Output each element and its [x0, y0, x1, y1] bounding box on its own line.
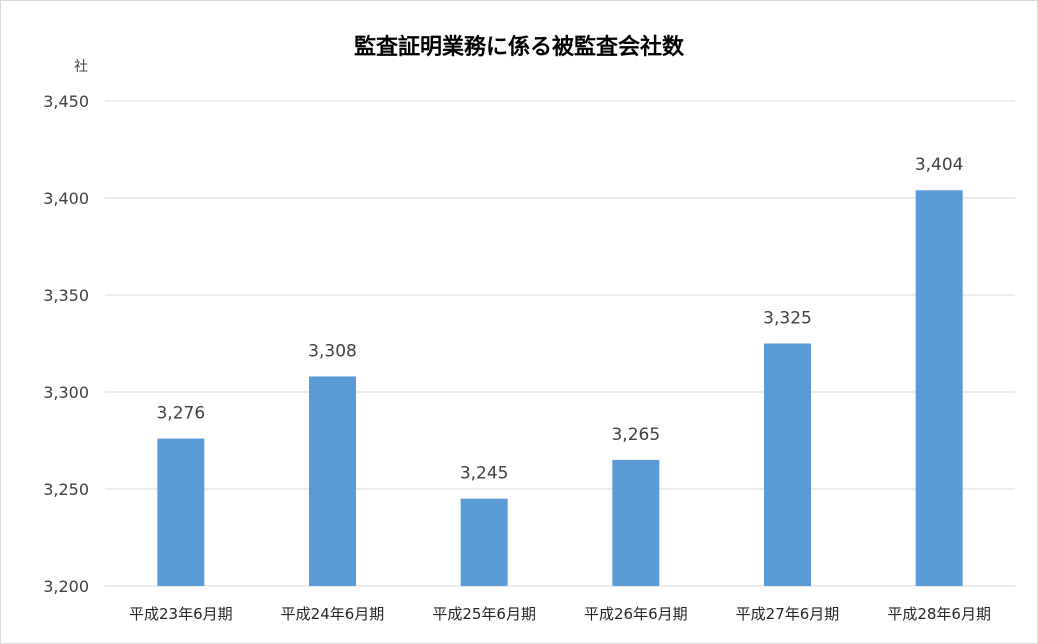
bar: [612, 459, 660, 586]
data-label: 3,276: [156, 404, 205, 424]
category-label: 平成24年6月期: [281, 605, 385, 623]
y-tick-label: 3,400: [43, 189, 89, 208]
category-label: 平成28年6月期: [887, 605, 991, 623]
category-label: 平成25年6月期: [432, 605, 536, 623]
y-tick-label: 3,350: [43, 286, 89, 305]
bar: [915, 190, 963, 587]
y-tick-label: 3,450: [43, 92, 89, 111]
category-label: 平成27年6月期: [736, 605, 840, 623]
data-label: 3,308: [308, 341, 357, 361]
data-label: 3,245: [460, 464, 509, 484]
chart-title: 監査証明業務に係る被監査会社数: [353, 35, 684, 60]
data-label: 3,325: [763, 309, 812, 329]
y-tick-label: 3,300: [43, 383, 89, 402]
bar: [764, 343, 811, 586]
bar: [157, 438, 205, 586]
data-label: 3,404: [915, 155, 964, 175]
y-axis-unit: 社: [74, 59, 88, 75]
y-tick-label: 3,200: [43, 577, 89, 596]
category-label: 平成23年6月期: [129, 605, 233, 623]
bar: [309, 376, 356, 586]
y-tick-label: 3,250: [43, 480, 89, 499]
bar: [460, 498, 508, 586]
category-label: 平成26年6月期: [584, 605, 688, 623]
data-label: 3,265: [611, 425, 660, 445]
